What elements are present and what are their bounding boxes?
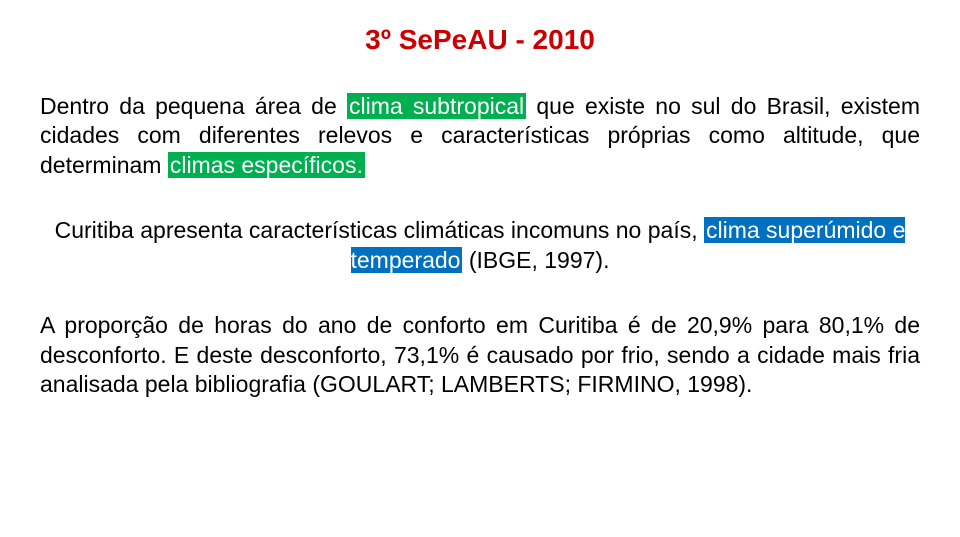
para2-text-post: (IBGE, 1997). [462,247,609,273]
para1-highlight-subtropical: clima subtropical [347,93,526,119]
para1-text-pre: Dentro da pequena área de [40,93,347,119]
paragraph-1: Dentro da pequena área de clima subtropi… [40,92,920,180]
para1-highlight-specific: climas específicos. [168,152,365,178]
slide-title: 3º SePeAU - 2010 [40,24,920,56]
paragraph-2: Curitiba apresenta características climá… [40,216,920,275]
paragraph-3: A proporção de horas do ano de conforto … [40,311,920,399]
para2-text-pre: Curitiba apresenta características climá… [55,217,704,243]
